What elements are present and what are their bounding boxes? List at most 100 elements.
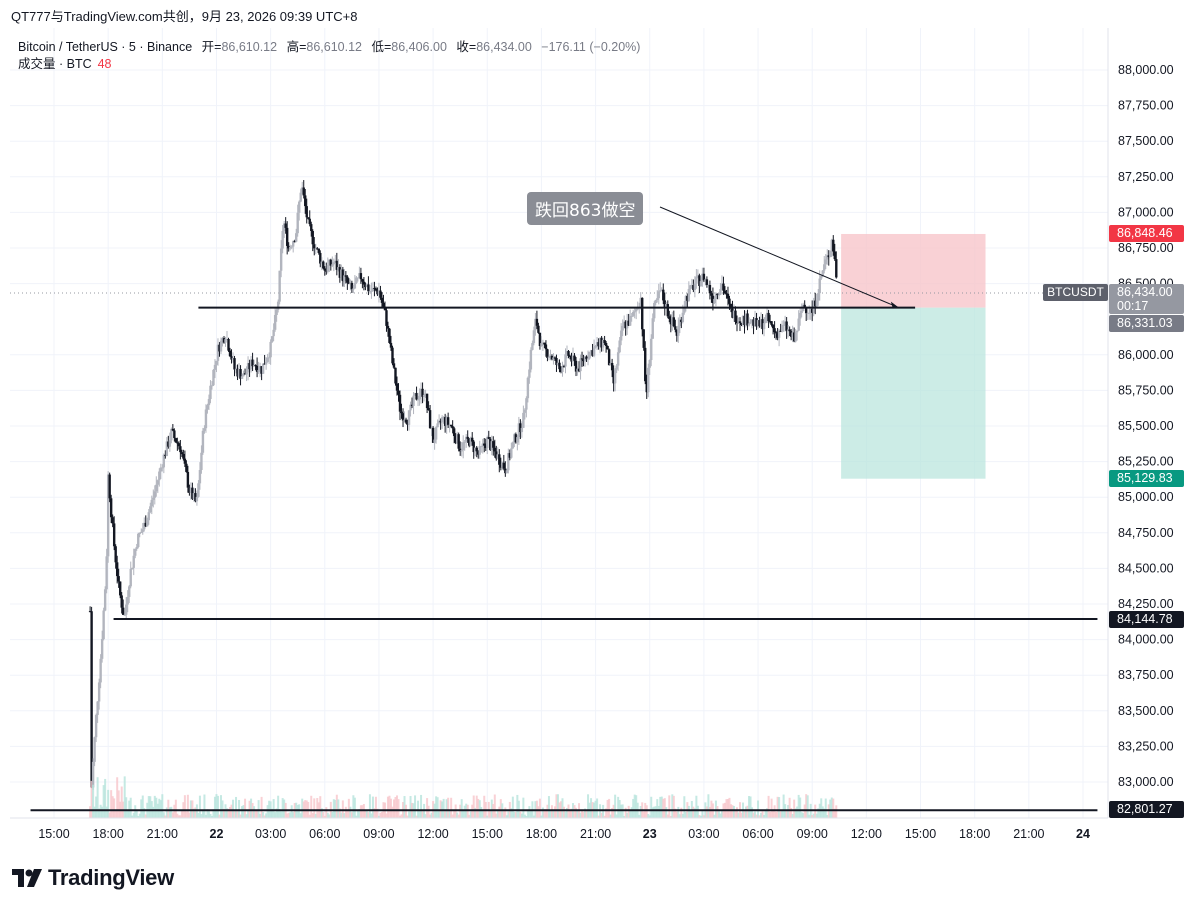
volume-bar <box>299 813 302 818</box>
volume-bar <box>743 809 746 818</box>
open-value: 86,610.12 <box>221 40 278 54</box>
volume-bar <box>287 812 290 818</box>
candle-body <box>460 450 463 452</box>
candle-body <box>558 362 561 370</box>
volume-bar <box>587 794 590 818</box>
candle-body <box>128 586 131 597</box>
volume-bar <box>353 797 356 818</box>
candle-body <box>168 440 172 447</box>
candle-body <box>251 359 254 367</box>
candle-body <box>302 187 305 196</box>
candle-body <box>619 330 623 341</box>
volume-bar <box>349 806 352 818</box>
volume-bar <box>304 800 307 818</box>
candle-body <box>134 548 137 556</box>
candle-body <box>149 506 152 513</box>
candle-body <box>513 434 516 443</box>
volume-bar <box>403 796 406 818</box>
candle-body <box>588 351 591 359</box>
candle-body <box>616 352 620 366</box>
volume-bar <box>358 809 361 818</box>
volume-bar <box>617 796 620 818</box>
candle-body <box>495 451 498 459</box>
candle-body <box>600 337 603 348</box>
candle-body <box>446 417 450 425</box>
candle-body <box>477 451 480 455</box>
volume-bar <box>322 812 325 818</box>
candle-body <box>152 497 155 500</box>
volume-bar <box>763 814 766 818</box>
volume-bar <box>815 813 818 818</box>
candle-body <box>295 233 298 242</box>
volume-bar <box>346 809 349 818</box>
candle-body <box>132 555 135 568</box>
candle-body <box>137 533 140 547</box>
volume-bar <box>824 798 827 818</box>
volume-bar <box>529 809 532 818</box>
candle-body <box>678 319 682 326</box>
candle-body <box>419 388 423 396</box>
candle-body <box>176 442 179 444</box>
candle-body <box>716 293 719 296</box>
candle-body <box>440 417 444 423</box>
stop-loss-zone <box>841 233 986 308</box>
annotation-note[interactable]: 跌回863做空 <box>527 192 644 225</box>
candle-body <box>732 310 736 318</box>
volume-bar <box>201 810 204 818</box>
candle-body <box>449 424 453 427</box>
candle-body <box>774 332 778 334</box>
volume-bar <box>173 804 176 818</box>
candle-body <box>125 604 128 615</box>
candle-body <box>461 442 465 451</box>
volume-bar <box>775 811 778 818</box>
candle-body <box>499 464 503 468</box>
candle-body <box>428 410 432 429</box>
chart-area[interactable]: 88,000.00 87,750.00 87,500.00 87,250.00 87,0… <box>0 28 1200 848</box>
volume-bar <box>394 796 397 818</box>
candle-body <box>672 317 676 327</box>
volume-bar <box>772 809 775 818</box>
candle-body <box>634 308 638 312</box>
volume-bar <box>102 785 105 818</box>
take-profit-tag: 85,129.83 <box>1109 470 1184 487</box>
candle-body <box>126 596 129 605</box>
price-axis-label: 84,500.00 <box>1118 561 1174 575</box>
volume-bar <box>749 796 752 818</box>
volume-bar <box>326 812 329 818</box>
volume-bar <box>832 798 835 818</box>
volume-bar <box>659 796 662 818</box>
volume-bar <box>495 813 498 818</box>
volume-bar <box>236 811 239 818</box>
entry-price-tag: 86,331.03 <box>1109 315 1184 332</box>
candle-body <box>376 290 379 295</box>
candle-body <box>737 321 740 324</box>
candle-body <box>361 279 364 282</box>
volume-bar <box>436 797 439 818</box>
candle-body <box>341 269 345 282</box>
volume-bar <box>235 796 238 818</box>
volume-bar <box>281 798 284 818</box>
volume-bar <box>830 797 833 818</box>
volume-bar <box>429 814 432 818</box>
candle-body <box>559 369 563 372</box>
candle-body <box>663 300 666 308</box>
candle-body <box>762 323 766 330</box>
volume-bar <box>609 814 612 818</box>
candle-body <box>744 313 748 326</box>
candle-body <box>489 438 492 450</box>
candle-body <box>592 347 596 356</box>
volume-bar <box>319 796 322 818</box>
volume-bar <box>158 798 161 818</box>
volume-bar <box>247 810 250 818</box>
volume-bar <box>769 811 772 818</box>
price-axis-label: 85,000.00 <box>1118 490 1174 504</box>
volume-bar <box>286 813 289 818</box>
candle-body <box>478 446 481 455</box>
volume-bar <box>108 812 111 818</box>
volume-bar <box>689 809 692 818</box>
volume-bar <box>514 812 517 818</box>
volume-bar <box>502 809 505 818</box>
volume-bar <box>147 796 150 818</box>
candle-body <box>442 417 445 419</box>
price-chart[interactable]: 88,000.00 87,750.00 87,500.00 87,250.00 87,0… <box>0 28 1200 848</box>
